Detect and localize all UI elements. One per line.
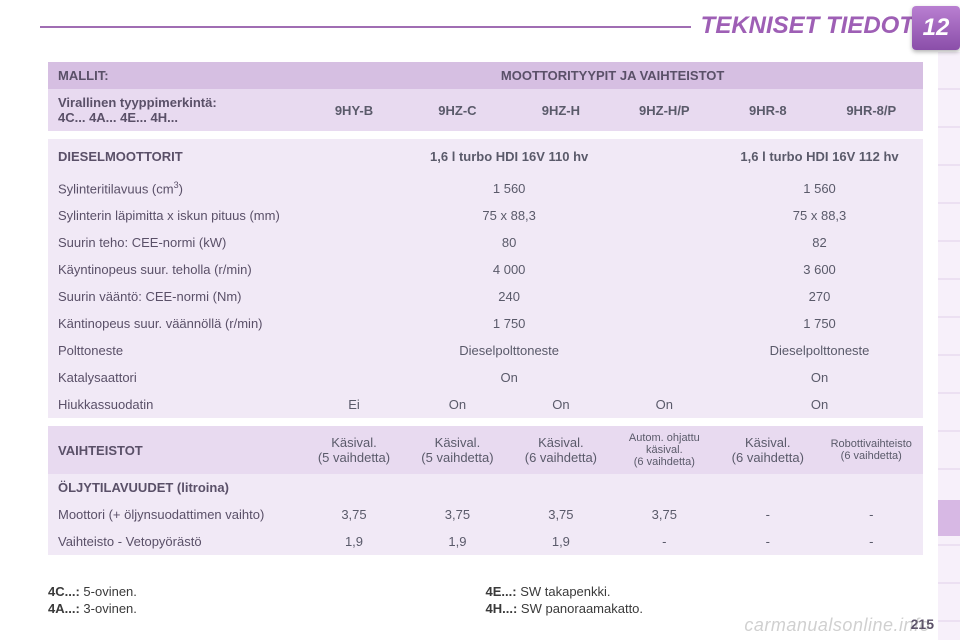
col-0: 9HY-B — [302, 89, 405, 131]
vaihteistot-label: VAIHTEISTOT — [48, 426, 302, 474]
mallit-label: MALLIT: — [48, 62, 302, 89]
spec-val-a: 75 x 88,3 — [302, 202, 716, 229]
moot-0: 3,75 — [302, 501, 405, 528]
hiukka-0: Ei — [302, 391, 405, 418]
hiukka-3: On — [613, 391, 716, 418]
row-oljy: ÖLJYTILAVUUDET (litroina) — [48, 474, 923, 501]
vaih-4: Käsival.(6 vaihdetta) — [716, 426, 819, 474]
spec-val-a: 4 000 — [302, 256, 716, 283]
spec-label: Sylinterin läpimitta x iskun pituus (mm) — [48, 202, 302, 229]
veto-3: - — [613, 528, 716, 555]
spec-val-b: 1 750 — [716, 310, 923, 337]
spec-val-a: On — [302, 364, 716, 391]
spec-val-a: 1 750 — [302, 310, 716, 337]
spec-label: Katalysaattori — [48, 364, 302, 391]
spec-val-b: 1 560 — [716, 174, 923, 202]
spec-val-b: 82 — [716, 229, 923, 256]
footnotes: 4C...: 5-ovinen. 4A...: 3-ovinen. 4E...:… — [48, 584, 923, 618]
spec-row: KatalysaattoriOnOn — [48, 364, 923, 391]
row-mallit: MALLIT: MOOTTORITYYPIT JA VAIHTEISTOT — [48, 62, 923, 89]
row-vaihteistot: VAIHTEISTOT Käsival.(5 vaihdetta) Käsiva… — [48, 426, 923, 474]
chapter-badge: 12 — [912, 6, 960, 50]
veto-0: 1,9 — [302, 528, 405, 555]
diesel-b: 1,6 l turbo HDI 16V 112 hv — [716, 139, 923, 174]
vaih-5: Robottivaihteisto(6 vaihdetta) — [820, 426, 923, 474]
spec-val-b: Dieselpolttoneste — [716, 337, 923, 364]
spec-row: Käntinopeus suur. väännöllä (r/min)1 750… — [48, 310, 923, 337]
spec-row: PolttonesteDieselpolttonesteDieselpoltto… — [48, 337, 923, 364]
gap — [48, 418, 923, 426]
spec-label: Sylinteritilavuus (cm3) — [48, 174, 302, 202]
gap — [48, 131, 923, 139]
page-header: TEKNISET TIEDOT 12 — [0, 0, 960, 52]
col-5: 9HR-8/P — [820, 89, 923, 131]
moottori-header: MOOTTORITYYPIT JA VAIHTEISTOT — [302, 62, 923, 89]
page: TEKNISET TIEDOT 12 MALLIT: MOOTTORITYYPI… — [0, 0, 960, 640]
moot-3: 3,75 — [613, 501, 716, 528]
moot-2: 3,75 — [509, 501, 612, 528]
moot-4: - — [716, 501, 819, 528]
row-moottori: Moottori (+ öljynsuodattimen vaihto) 3,7… — [48, 501, 923, 528]
watermark: carmanualsonline.info — [744, 615, 930, 636]
vaih-3: Autom. ohjattu käsival.(6 vaihdetta) — [613, 426, 716, 474]
footnote-col-left: 4C...: 5-ovinen. 4A...: 3-ovinen. — [48, 584, 486, 618]
footnote-4h: 4H...: SW panoraamakatto. — [486, 601, 924, 616]
spec-val-a: Dieselpolttoneste — [302, 337, 716, 364]
spec-row: Käyntinopeus suur. teholla (r/min)4 0003… — [48, 256, 923, 283]
spec-table: MALLIT: MOOTTORITYYPIT JA VAIHTEISTOT Vi… — [48, 62, 923, 555]
vaih-1: Käsival.(5 vaihdetta) — [406, 426, 509, 474]
row-hiukka: Hiukkassuodatin Ei On On On On — [48, 391, 923, 418]
row-veto: Vaihteisto - Vetopyörästö 1,9 1,9 1,9 - … — [48, 528, 923, 555]
hiukka-4: On — [716, 391, 923, 418]
spec-val-b: 270 — [716, 283, 923, 310]
hiukka-1: On — [406, 391, 509, 418]
side-tab-active — [938, 500, 960, 536]
side-tabs — [938, 52, 960, 640]
vaih-0: Käsival.(5 vaihdetta) — [302, 426, 405, 474]
spec-val-a: 80 — [302, 229, 716, 256]
spec-val-b: 3 600 — [716, 256, 923, 283]
veto-label: Vaihteisto - Vetopyörästö — [48, 528, 302, 555]
diesel-a: 1,6 l turbo HDI 16V 110 hv — [302, 139, 716, 174]
spec-val-a: 240 — [302, 283, 716, 310]
spec-label: Käyntinopeus suur. teholla (r/min) — [48, 256, 302, 283]
diesel-label: DIESELMOOTTORIT — [48, 139, 302, 174]
col-1: 9HZ-C — [406, 89, 509, 131]
row-virallinen: Virallinen tyyppimerkintä: 4C... 4A... 4… — [48, 89, 923, 131]
oljy-label: ÖLJYTILAVUUDET (litroina) — [48, 474, 923, 501]
veto-2: 1,9 — [509, 528, 612, 555]
virallinen-label: Virallinen tyyppimerkintä: 4C... 4A... 4… — [48, 89, 302, 131]
footnote-4e: 4E...: SW takapenkki. — [486, 584, 924, 599]
spec-label: Käntinopeus suur. väännöllä (r/min) — [48, 310, 302, 337]
col-2: 9HZ-H — [509, 89, 612, 131]
page-title: TEKNISET TIEDOT — [691, 12, 924, 40]
spec-label: Polttoneste — [48, 337, 302, 364]
hiukka-2: On — [509, 391, 612, 418]
spec-val-a: 1 560 — [302, 174, 716, 202]
spec-val-b: On — [716, 364, 923, 391]
vaih-2: Käsival.(6 vaihdetta) — [509, 426, 612, 474]
moot-5: - — [820, 501, 923, 528]
spec-label: Suurin teho: CEE-normi (kW) — [48, 229, 302, 256]
spec-label: Suurin vääntö: CEE-normi (Nm) — [48, 283, 302, 310]
footnote-4a: 4A...: 3-ovinen. — [48, 601, 486, 616]
hiukka-label: Hiukkassuodatin — [48, 391, 302, 418]
spec-row: Suurin vääntö: CEE-normi (Nm)240270 — [48, 283, 923, 310]
veto-5: - — [820, 528, 923, 555]
spec-row: Suurin teho: CEE-normi (kW)8082 — [48, 229, 923, 256]
footnote-4c: 4C...: 5-ovinen. — [48, 584, 486, 599]
spec-row: Sylinterin läpimitta x iskun pituus (mm)… — [48, 202, 923, 229]
row-diesel: DIESELMOOTTORIT 1,6 l turbo HDI 16V 110 … — [48, 139, 923, 174]
col-3: 9HZ-H/P — [613, 89, 716, 131]
veto-1: 1,9 — [406, 528, 509, 555]
spec-val-b: 75 x 88,3 — [716, 202, 923, 229]
veto-4: - — [716, 528, 819, 555]
moot-1: 3,75 — [406, 501, 509, 528]
col-4: 9HR-8 — [716, 89, 819, 131]
spec-row: Sylinteritilavuus (cm3)1 5601 560 — [48, 174, 923, 202]
moottori-label: Moottori (+ öljynsuodattimen vaihto) — [48, 501, 302, 528]
footnote-col-right: 4E...: SW takapenkki. 4H...: SW panoraam… — [486, 584, 924, 618]
content: MALLIT: MOOTTORITYYPIT JA VAIHTEISTOT Vi… — [48, 62, 923, 555]
